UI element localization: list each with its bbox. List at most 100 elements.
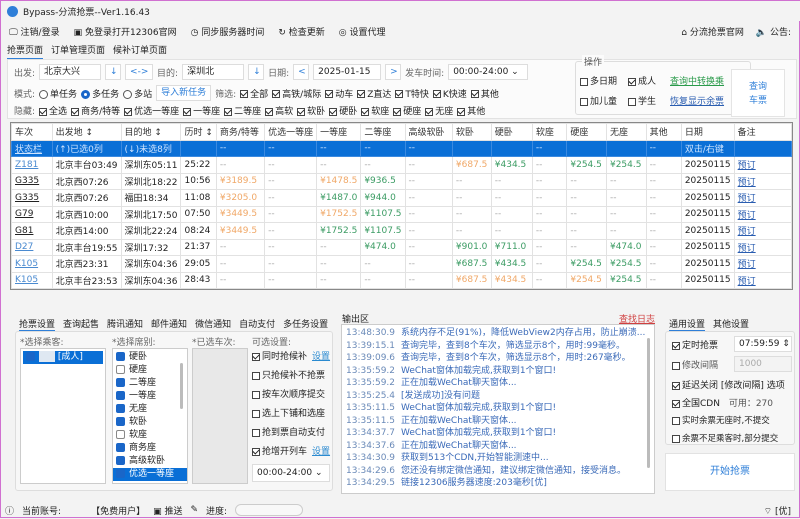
table-row[interactable]: G79 北京西10:00 深圳北17:50 07:50 ¥3449.5 -- ¥1752.5… bbox=[11, 205, 792, 223]
seat-item[interactable]: 硬座 bbox=[113, 364, 187, 377]
hide-column-checkbox[interactable]: 其他 bbox=[457, 104, 485, 117]
column-header[interactable]: 车次 bbox=[11, 123, 53, 141]
mode-radio-0[interactable]: 单任务 bbox=[39, 87, 77, 100]
option-settings-link[interactable]: 设置 bbox=[312, 447, 331, 457]
mode-radio-1[interactable]: 多任务 bbox=[81, 87, 119, 100]
seat-item[interactable]: 二等座 bbox=[113, 377, 187, 390]
train-number[interactable]: G335 bbox=[11, 189, 53, 207]
tab-general[interactable]: 通用设置 bbox=[669, 317, 706, 332]
hide-column-checkbox[interactable]: 硬座 bbox=[393, 104, 421, 117]
hide-column-checkbox[interactable]: 高软 bbox=[265, 104, 293, 117]
filter-checkbox[interactable]: 全部 bbox=[240, 87, 268, 100]
interval-input[interactable]: 1000 bbox=[734, 356, 792, 372]
delay-close-checkbox[interactable]: 延迟关闭 [修改间隔] 选项 bbox=[672, 378, 785, 391]
filter-checkbox[interactable]: Z直达 bbox=[357, 87, 391, 100]
to-dropdown-button[interactable]: ↓ bbox=[248, 64, 265, 80]
grab-time-select[interactable]: 00:00-24:00 ⌄ bbox=[252, 464, 330, 482]
filter-checkbox[interactable]: K快速 bbox=[432, 87, 467, 100]
time-select[interactable]: 00:00-24:00 ⌄ bbox=[448, 64, 529, 80]
menu-proxy[interactable]: ◎ 设置代理 bbox=[338, 27, 386, 38]
import-task-button[interactable]: 导入新任务 bbox=[156, 85, 212, 101]
book-link[interactable]: 预订 bbox=[733, 189, 792, 207]
tab-waitlist[interactable]: 候补订单页面 bbox=[113, 46, 168, 56]
column-header[interactable]: 目的地 ↕ bbox=[120, 123, 182, 141]
filter-checkbox[interactable]: T特快 bbox=[395, 87, 429, 100]
table-row[interactable]: G81 北京西14:00 深圳北22:24 08:24 ¥3449.5 -- ¥1752.5… bbox=[11, 222, 792, 240]
book-link[interactable]: 预订 bbox=[733, 271, 792, 289]
seat-item[interactable]: 软卧 bbox=[113, 416, 187, 429]
from-dropdown-button[interactable]: ↓ bbox=[105, 64, 122, 80]
query-tickets-button[interactable]: 查询 车票 bbox=[731, 69, 785, 117]
seat-item[interactable]: 高级软卧 bbox=[113, 455, 187, 468]
filter-checkbox[interactable]: 高铁/城际 bbox=[272, 87, 321, 100]
seat-item[interactable]: 一等座 bbox=[113, 390, 187, 403]
table-row[interactable]: K105 北京丰台23:53 深圳东04:36 28:43 -- -- -- -- -- ¥687… bbox=[11, 271, 792, 289]
restore-tickets-link[interactable]: 恢复显示余票 bbox=[670, 97, 725, 107]
seat-list[interactable]: 硬卧 硬座 二等座 一等座 无座 软卧 软座 商务座 高级软卧 优选一等座 bbox=[112, 348, 188, 484]
settings-tab[interactable]: 腾讯通知 bbox=[107, 320, 144, 330]
settings-tab[interactable]: 邮件通知 bbox=[151, 320, 188, 330]
train-number[interactable]: D27 bbox=[11, 238, 53, 256]
table-row[interactable]: G335 北京西07:26 深圳北18:22 10:56 ¥3189.5 -- ¥1478.… bbox=[11, 172, 792, 190]
settings-tab[interactable]: 查询起售 bbox=[63, 320, 100, 330]
hide-column-checkbox[interactable]: 商务/特等 bbox=[71, 104, 120, 117]
column-header[interactable]: 出发地 ↕ bbox=[51, 123, 122, 141]
from-input[interactable]: 北京大兴 bbox=[39, 64, 102, 80]
train-number[interactable]: G335 bbox=[11, 172, 53, 190]
book-link[interactable]: 预订 bbox=[733, 205, 792, 223]
book-link[interactable]: 预订 bbox=[733, 172, 792, 190]
seat-item[interactable]: 商务座 bbox=[113, 442, 187, 455]
hide-column-checkbox[interactable]: 二等座 bbox=[224, 104, 261, 117]
settings-tab[interactable]: 微信通知 bbox=[195, 320, 232, 330]
date-input[interactable]: 2025-01-15 bbox=[313, 64, 382, 80]
train-number[interactable]: K105 bbox=[11, 255, 53, 273]
filter-checkbox[interactable]: 其他 bbox=[470, 87, 499, 100]
column-header[interactable]: 优选一等座 bbox=[264, 123, 318, 141]
tab-other[interactable]: 其他设置 bbox=[713, 320, 750, 330]
table-row[interactable]: G335 北京西07:26 福田18:34 11:08 ¥3205.0 -- ¥1487.0… bbox=[11, 189, 792, 207]
hide-column-checkbox[interactable]: 全选 bbox=[39, 104, 67, 117]
option-checkbox[interactable]: 同时抢候补 设置 bbox=[252, 348, 332, 367]
book-link[interactable]: 预订 bbox=[733, 156, 792, 174]
settings-tab[interactable]: 自动支付 bbox=[239, 320, 276, 330]
multi-date-checkbox[interactable]: 多日期 bbox=[580, 74, 617, 87]
book-link[interactable]: 预订 bbox=[733, 238, 792, 256]
train-number[interactable]: G79 bbox=[11, 205, 53, 223]
option-checkbox[interactable]: 抢到票自动支付 bbox=[252, 424, 332, 443]
column-header[interactable]: 备注 bbox=[733, 123, 792, 141]
menu-login[interactable]: 🖵 注销/登录 bbox=[9, 27, 60, 38]
column-header[interactable]: 无座 bbox=[605, 123, 647, 141]
swap-button[interactable]: <-> bbox=[125, 64, 154, 80]
column-header[interactable]: 其他 bbox=[645, 123, 682, 141]
menu-announcement[interactable]: 🔈 公告: bbox=[755, 27, 791, 38]
seat-item[interactable]: 硬卧 bbox=[113, 351, 187, 364]
seat-item[interactable]: 优选一等座 bbox=[113, 468, 187, 481]
hide-column-checkbox[interactable]: 优选一等座 bbox=[124, 104, 179, 117]
status-row[interactable]: 状态栏 (↑)已选0列 (↓)未选8列 -- -- -- -- -- -- -- 双击/右键 bbox=[11, 139, 792, 157]
hide-column-checkbox[interactable]: 软卧 bbox=[297, 104, 325, 117]
tab-grab[interactable]: 抢票页面 bbox=[7, 43, 44, 60]
settings-tab[interactable]: 抢票设置 bbox=[19, 317, 56, 332]
tab-orders[interactable]: 订单管理页面 bbox=[51, 46, 106, 56]
train-number[interactable]: K105 bbox=[11, 271, 53, 289]
option-checkbox[interactable]: 抢增开列车 设置 bbox=[252, 443, 332, 462]
start-grab-button[interactable]: 开始抢票 bbox=[665, 453, 795, 491]
push-toggle[interactable]: ▣ 推送 bbox=[153, 506, 183, 517]
timed-grab-time-input[interactable]: 07:59:59 ⇕ bbox=[734, 336, 792, 352]
menu-sync-time[interactable]: ◷ 同步服务器时间 bbox=[190, 27, 265, 38]
timed-grab-checkbox[interactable]: 定时抢票 bbox=[672, 338, 718, 351]
hide-column-checkbox[interactable]: 硬卧 bbox=[329, 104, 357, 117]
no-seat-checkbox[interactable]: 实时余票无座时,不提交 bbox=[672, 414, 770, 426]
column-header[interactable]: 硬卧 bbox=[490, 123, 533, 141]
find-log-link[interactable]: 查找日志 bbox=[618, 315, 655, 325]
hide-column-checkbox[interactable]: 软座 bbox=[361, 104, 389, 117]
table-row[interactable]: K105 北京西23:31 深圳东04:36 29:05 -- -- -- -- -- ¥687.… bbox=[11, 255, 792, 273]
option-checkbox[interactable]: 选上下铺和选座 bbox=[252, 405, 332, 424]
option-settings-link[interactable]: 设置 bbox=[312, 352, 331, 362]
selected-trains-list[interactable] bbox=[192, 348, 248, 484]
mode-radio-2[interactable]: 多站 bbox=[123, 87, 152, 100]
to-input[interactable]: 深圳北 bbox=[182, 64, 245, 80]
student-checkbox[interactable]: 学生 bbox=[628, 94, 656, 107]
table-row[interactable]: D27 北京丰台19:55 深圳17:32 21:37 -- -- -- ¥474.0 -- ¥9… bbox=[11, 238, 792, 256]
partial-submit-checkbox[interactable]: 余票不足乘客时,部分提交 bbox=[672, 432, 778, 444]
